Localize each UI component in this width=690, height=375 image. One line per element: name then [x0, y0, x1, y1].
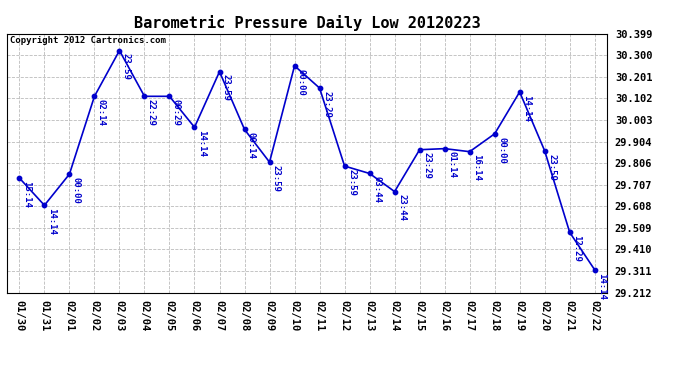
Point	[164, 93, 175, 99]
Text: 00:00: 00:00	[297, 69, 306, 96]
Text: 00:29: 00:29	[172, 99, 181, 126]
Text: 14:14: 14:14	[597, 273, 606, 300]
Point	[289, 63, 300, 69]
Text: 22:29: 22:29	[147, 99, 156, 126]
Point	[339, 163, 350, 169]
Point	[239, 126, 250, 132]
Point	[514, 89, 525, 95]
Point	[364, 171, 375, 177]
Text: 23:44: 23:44	[397, 194, 406, 221]
Point	[539, 148, 550, 154]
Point	[89, 93, 100, 99]
Text: 15:14: 15:14	[22, 181, 31, 208]
Text: Copyright 2012 Cartronics.com: Copyright 2012 Cartronics.com	[10, 36, 166, 45]
Point	[114, 48, 125, 54]
Text: 01:14: 01:14	[447, 152, 456, 178]
Point	[139, 93, 150, 99]
Title: Barometric Pressure Daily Low 20120223: Barometric Pressure Daily Low 20120223	[134, 15, 480, 31]
Point	[589, 267, 600, 273]
Text: 23:29: 23:29	[322, 91, 331, 118]
Point	[564, 230, 575, 236]
Point	[489, 131, 500, 137]
Text: 23:59: 23:59	[272, 165, 281, 192]
Text: 16:14: 16:14	[472, 154, 481, 182]
Point	[264, 159, 275, 165]
Point	[464, 148, 475, 154]
Point	[314, 85, 325, 91]
Point	[214, 69, 225, 75]
Point	[414, 147, 425, 153]
Text: 02:14: 02:14	[97, 99, 106, 126]
Text: 23:59: 23:59	[347, 169, 356, 196]
Point	[389, 189, 400, 195]
Text: 14:14: 14:14	[197, 130, 206, 157]
Point	[39, 202, 50, 208]
Text: 14:14: 14:14	[47, 208, 56, 235]
Text: 00:00: 00:00	[497, 136, 506, 164]
Point	[439, 146, 450, 152]
Text: 03:44: 03:44	[372, 176, 381, 203]
Point	[64, 171, 75, 177]
Text: 00:00: 00:00	[72, 177, 81, 204]
Text: 14:14: 14:14	[522, 95, 531, 122]
Point	[14, 175, 25, 181]
Text: 23:59: 23:59	[222, 75, 231, 101]
Point	[189, 124, 200, 130]
Text: 00:14: 00:14	[247, 132, 256, 159]
Text: 23:59: 23:59	[547, 154, 556, 180]
Text: 23:29: 23:29	[422, 153, 431, 179]
Text: 23:59: 23:59	[122, 53, 131, 80]
Text: 12:29: 12:29	[572, 235, 581, 262]
